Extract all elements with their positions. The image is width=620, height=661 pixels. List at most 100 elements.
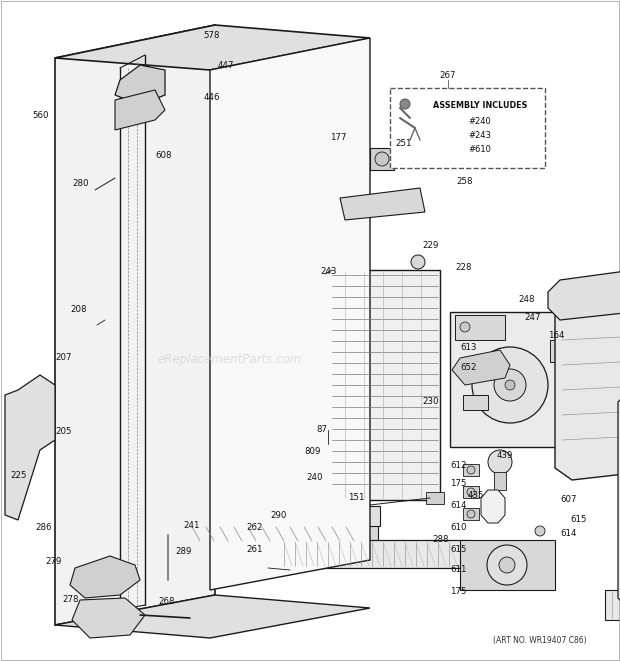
Bar — [60, 530, 80, 548]
Circle shape — [499, 557, 515, 573]
Text: 289: 289 — [175, 547, 192, 557]
Bar — [463, 486, 479, 498]
Polygon shape — [72, 598, 145, 638]
Bar — [70, 380, 195, 575]
Text: 611: 611 — [450, 566, 466, 574]
Polygon shape — [555, 280, 620, 480]
Bar — [455, 315, 505, 340]
Bar — [463, 464, 479, 476]
Text: 87: 87 — [316, 426, 327, 434]
Text: 610: 610 — [450, 524, 466, 533]
Text: 262: 262 — [246, 524, 262, 533]
Polygon shape — [210, 38, 370, 590]
Circle shape — [467, 466, 475, 474]
Text: 613: 613 — [460, 344, 477, 352]
Circle shape — [63, 535, 73, 545]
Text: #243: #243 — [469, 132, 492, 141]
Bar — [550, 340, 578, 362]
Circle shape — [535, 526, 545, 536]
Circle shape — [162, 526, 174, 538]
Text: 261: 261 — [246, 545, 262, 555]
Circle shape — [326, 418, 338, 430]
Circle shape — [375, 152, 389, 166]
Text: 225: 225 — [10, 471, 27, 479]
Text: 607: 607 — [560, 496, 577, 504]
Text: 279: 279 — [45, 557, 61, 566]
Bar — [152, 555, 187, 573]
Text: 809: 809 — [304, 447, 321, 457]
Circle shape — [249, 534, 267, 552]
Circle shape — [535, 548, 545, 558]
Polygon shape — [618, 378, 620, 610]
Text: 164: 164 — [548, 332, 564, 340]
Bar — [98, 378, 103, 386]
Bar — [330, 270, 440, 500]
Bar — [605, 590, 620, 620]
Text: 435: 435 — [468, 492, 484, 500]
Text: 288: 288 — [432, 535, 448, 545]
Circle shape — [400, 99, 410, 109]
Bar — [463, 395, 488, 410]
Text: 446: 446 — [204, 93, 221, 102]
Bar — [313, 140, 321, 156]
Text: 248: 248 — [518, 295, 534, 305]
Text: 615: 615 — [450, 545, 466, 555]
Text: 175: 175 — [450, 479, 466, 488]
Text: 208: 208 — [70, 305, 87, 315]
Text: 447: 447 — [218, 61, 234, 69]
Text: 268: 268 — [158, 598, 174, 607]
Text: (ART NO. WR19407 C86): (ART NO. WR19407 C86) — [493, 635, 587, 644]
Polygon shape — [115, 65, 165, 105]
Text: 207: 207 — [55, 354, 71, 362]
Bar — [460, 540, 555, 590]
Text: 615: 615 — [570, 516, 587, 524]
Circle shape — [105, 310, 125, 330]
Polygon shape — [70, 556, 140, 598]
FancyBboxPatch shape — [390, 88, 545, 168]
Text: 229: 229 — [422, 241, 438, 251]
Polygon shape — [481, 490, 505, 523]
Circle shape — [243, 563, 253, 573]
Bar — [463, 508, 479, 520]
Circle shape — [505, 380, 515, 390]
Text: 251: 251 — [395, 139, 412, 149]
Text: 267: 267 — [440, 71, 456, 81]
Polygon shape — [55, 595, 370, 638]
Bar — [370, 148, 394, 170]
Circle shape — [317, 274, 333, 290]
Text: 230: 230 — [422, 397, 438, 407]
Text: 278: 278 — [62, 596, 79, 605]
Text: 439: 439 — [497, 451, 513, 461]
Text: 247: 247 — [524, 313, 541, 323]
Text: 286: 286 — [35, 522, 51, 531]
Circle shape — [494, 369, 526, 401]
Polygon shape — [55, 25, 370, 70]
Text: 258: 258 — [456, 178, 472, 186]
Text: 578: 578 — [203, 32, 219, 40]
Text: 177: 177 — [330, 134, 347, 143]
Bar — [238, 558, 268, 578]
Bar — [185, 610, 200, 622]
Bar — [280, 540, 470, 568]
Text: #610: #610 — [469, 145, 492, 155]
Circle shape — [91, 428, 105, 442]
Bar — [450, 312, 570, 447]
Circle shape — [114, 472, 150, 508]
Bar — [98, 192, 114, 202]
Bar — [63, 118, 79, 130]
Circle shape — [472, 347, 548, 423]
Circle shape — [467, 510, 475, 518]
Text: 205: 205 — [55, 428, 71, 436]
Text: #240: #240 — [469, 118, 492, 126]
Bar — [494, 472, 506, 490]
Circle shape — [91, 361, 109, 379]
Text: 608: 608 — [155, 151, 172, 159]
Polygon shape — [452, 350, 510, 385]
Circle shape — [487, 545, 527, 585]
Text: 280: 280 — [72, 178, 89, 188]
Text: 243: 243 — [320, 268, 337, 276]
Bar — [322, 487, 334, 505]
Circle shape — [467, 488, 475, 496]
Circle shape — [92, 570, 108, 586]
Bar — [188, 525, 378, 543]
